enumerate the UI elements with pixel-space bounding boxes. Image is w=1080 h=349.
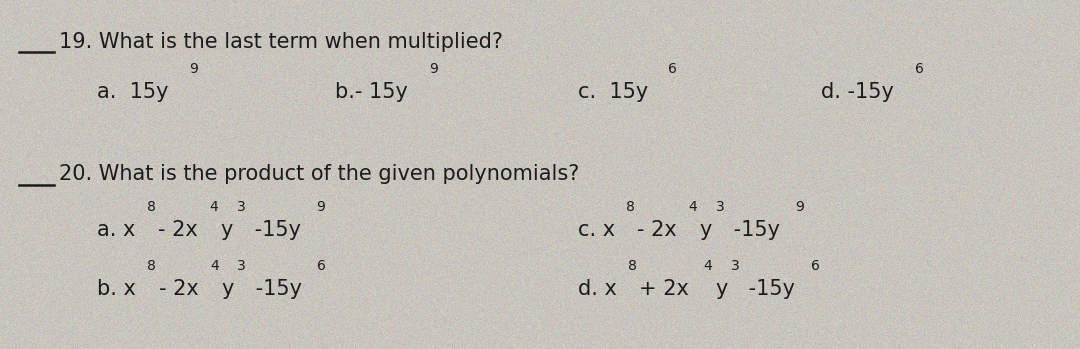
Text: 4: 4 xyxy=(211,259,219,274)
Text: c.  15y: c. 15y xyxy=(578,82,648,102)
Text: -15y: -15y xyxy=(248,279,301,299)
Text: 9: 9 xyxy=(189,62,199,76)
Text: 4: 4 xyxy=(688,200,698,214)
Text: b. x: b. x xyxy=(97,279,136,299)
Text: - 2x: - 2x xyxy=(158,220,198,239)
Text: 8: 8 xyxy=(147,200,156,214)
Text: 9: 9 xyxy=(429,62,437,76)
Text: 9: 9 xyxy=(316,200,325,214)
Text: 3: 3 xyxy=(731,259,740,274)
Text: 20. What is the product of the given polynomials?: 20. What is the product of the given pol… xyxy=(59,164,580,185)
Text: -15y: -15y xyxy=(727,220,780,239)
Text: 8: 8 xyxy=(627,259,637,274)
Text: 9: 9 xyxy=(795,200,805,214)
Text: 6: 6 xyxy=(318,259,326,274)
Text: a. x: a. x xyxy=(97,220,136,239)
Text: - 2x: - 2x xyxy=(637,220,677,239)
Text: y: y xyxy=(221,279,233,299)
Text: - 2x: - 2x xyxy=(159,279,199,299)
Text: b.- 15y: b.- 15y xyxy=(335,82,407,102)
Text: 3: 3 xyxy=(237,200,245,214)
Text: c. x: c. x xyxy=(578,220,615,239)
Text: 19. What is the last term when multiplied?: 19. What is the last term when multiplie… xyxy=(59,32,503,52)
Text: y: y xyxy=(715,279,728,299)
Text: y: y xyxy=(700,220,712,239)
Text: 4: 4 xyxy=(704,259,713,274)
Text: 3: 3 xyxy=(238,259,246,274)
Text: 6: 6 xyxy=(669,62,677,76)
Text: -15y: -15y xyxy=(742,279,795,299)
Text: d. -15y: d. -15y xyxy=(821,82,893,102)
Text: 8: 8 xyxy=(625,200,635,214)
Text: 6: 6 xyxy=(915,62,923,76)
Text: y: y xyxy=(220,220,233,239)
Text: 6: 6 xyxy=(811,259,820,274)
Text: -15y: -15y xyxy=(248,220,301,239)
Text: a.  15y: a. 15y xyxy=(97,82,168,102)
Text: 8: 8 xyxy=(147,259,157,274)
Text: d. x: d. x xyxy=(578,279,617,299)
Text: 4: 4 xyxy=(210,200,218,214)
Text: + 2x: + 2x xyxy=(639,279,689,299)
Text: 3: 3 xyxy=(716,200,725,214)
